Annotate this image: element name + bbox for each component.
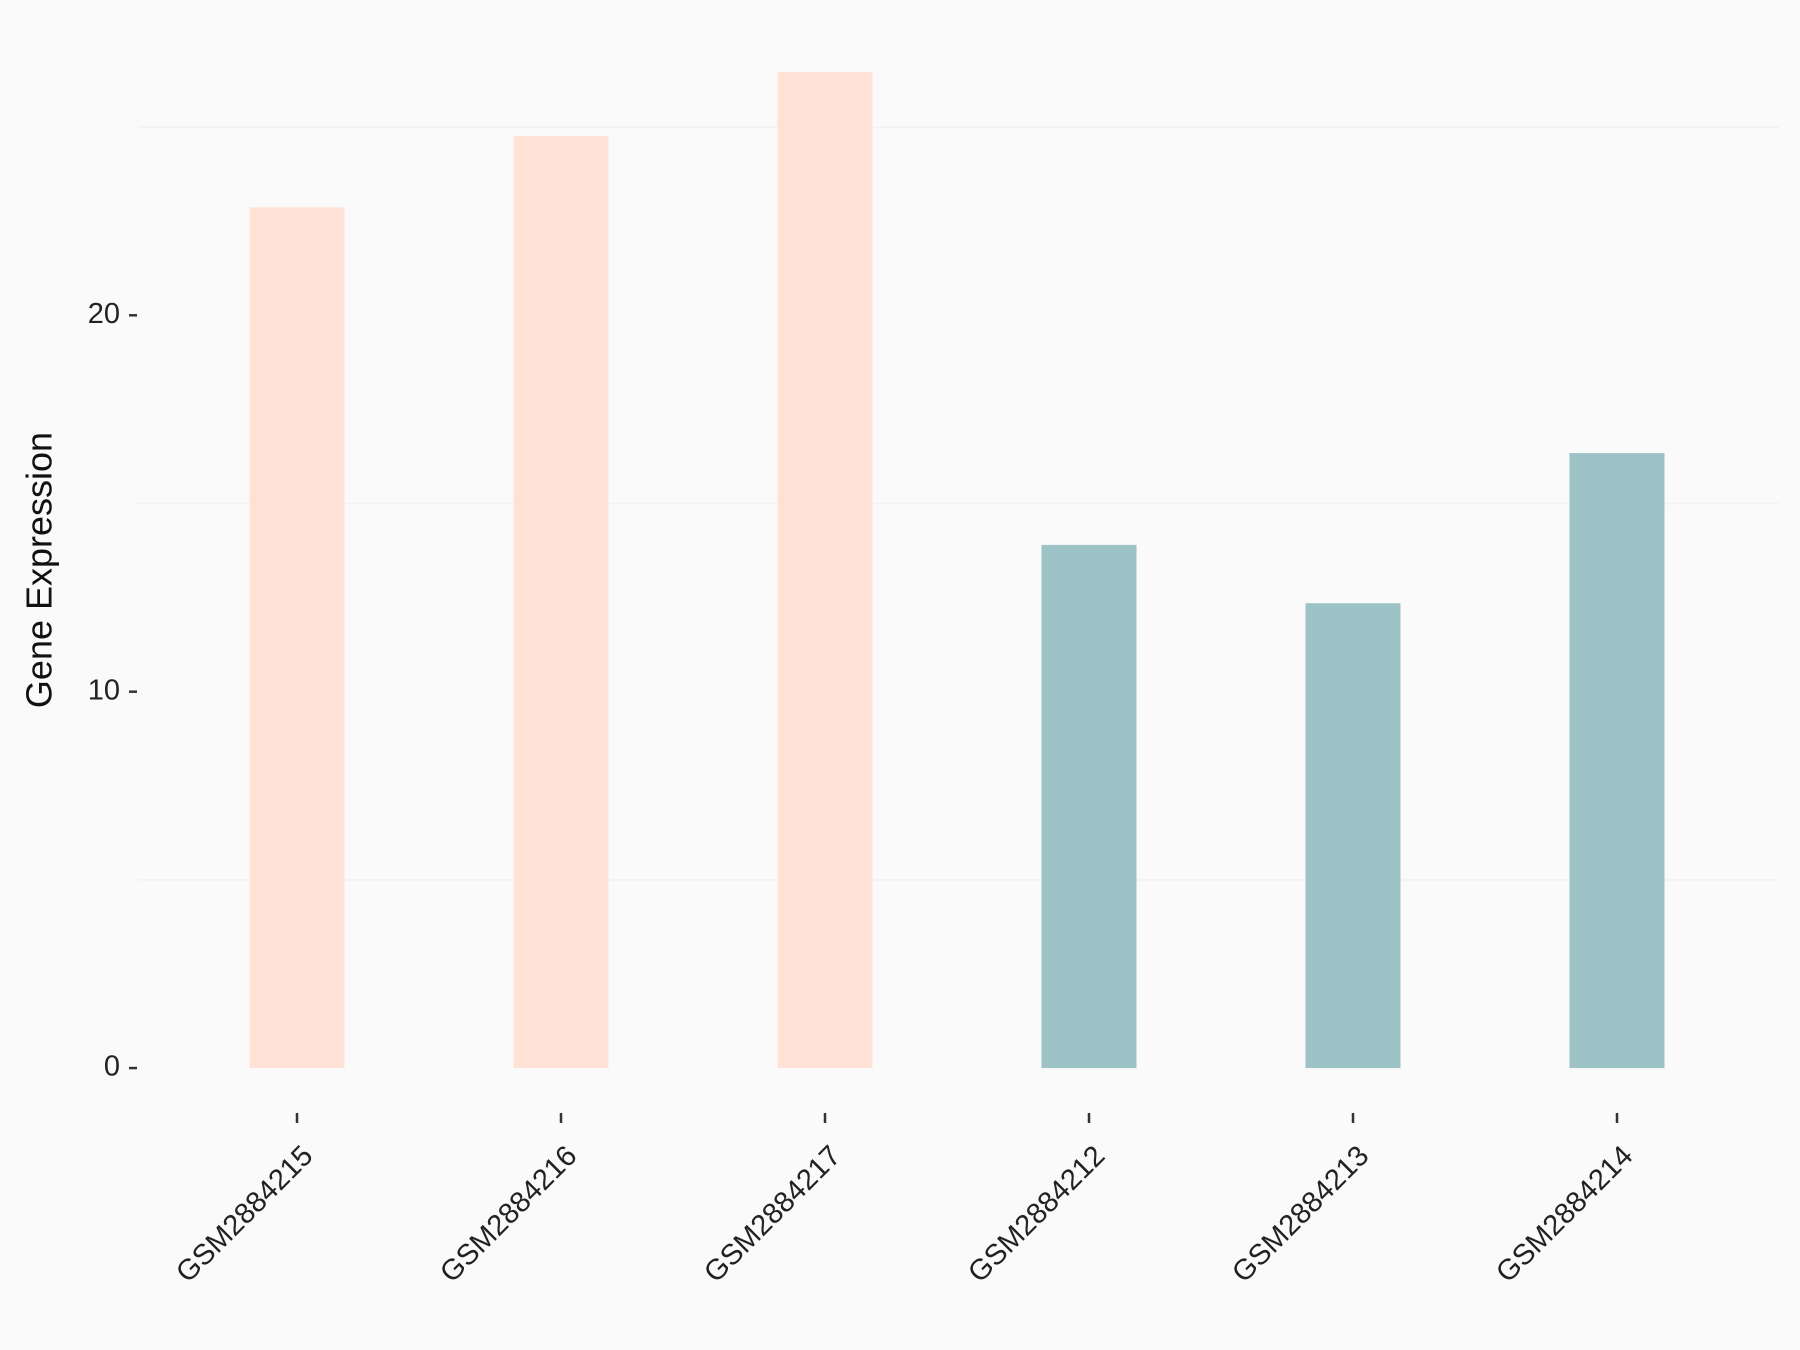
bar (513, 136, 609, 1069)
y-tick-label: 20 (88, 298, 120, 330)
y-axis-label: Gene Expression (19, 432, 60, 708)
bar (1305, 603, 1401, 1069)
y-tick-label: 0 (104, 1051, 120, 1083)
y-tick-label: 10 (88, 674, 120, 706)
bar (1041, 544, 1137, 1069)
bar (777, 72, 873, 1069)
bar (249, 207, 345, 1069)
bar (1569, 453, 1665, 1069)
